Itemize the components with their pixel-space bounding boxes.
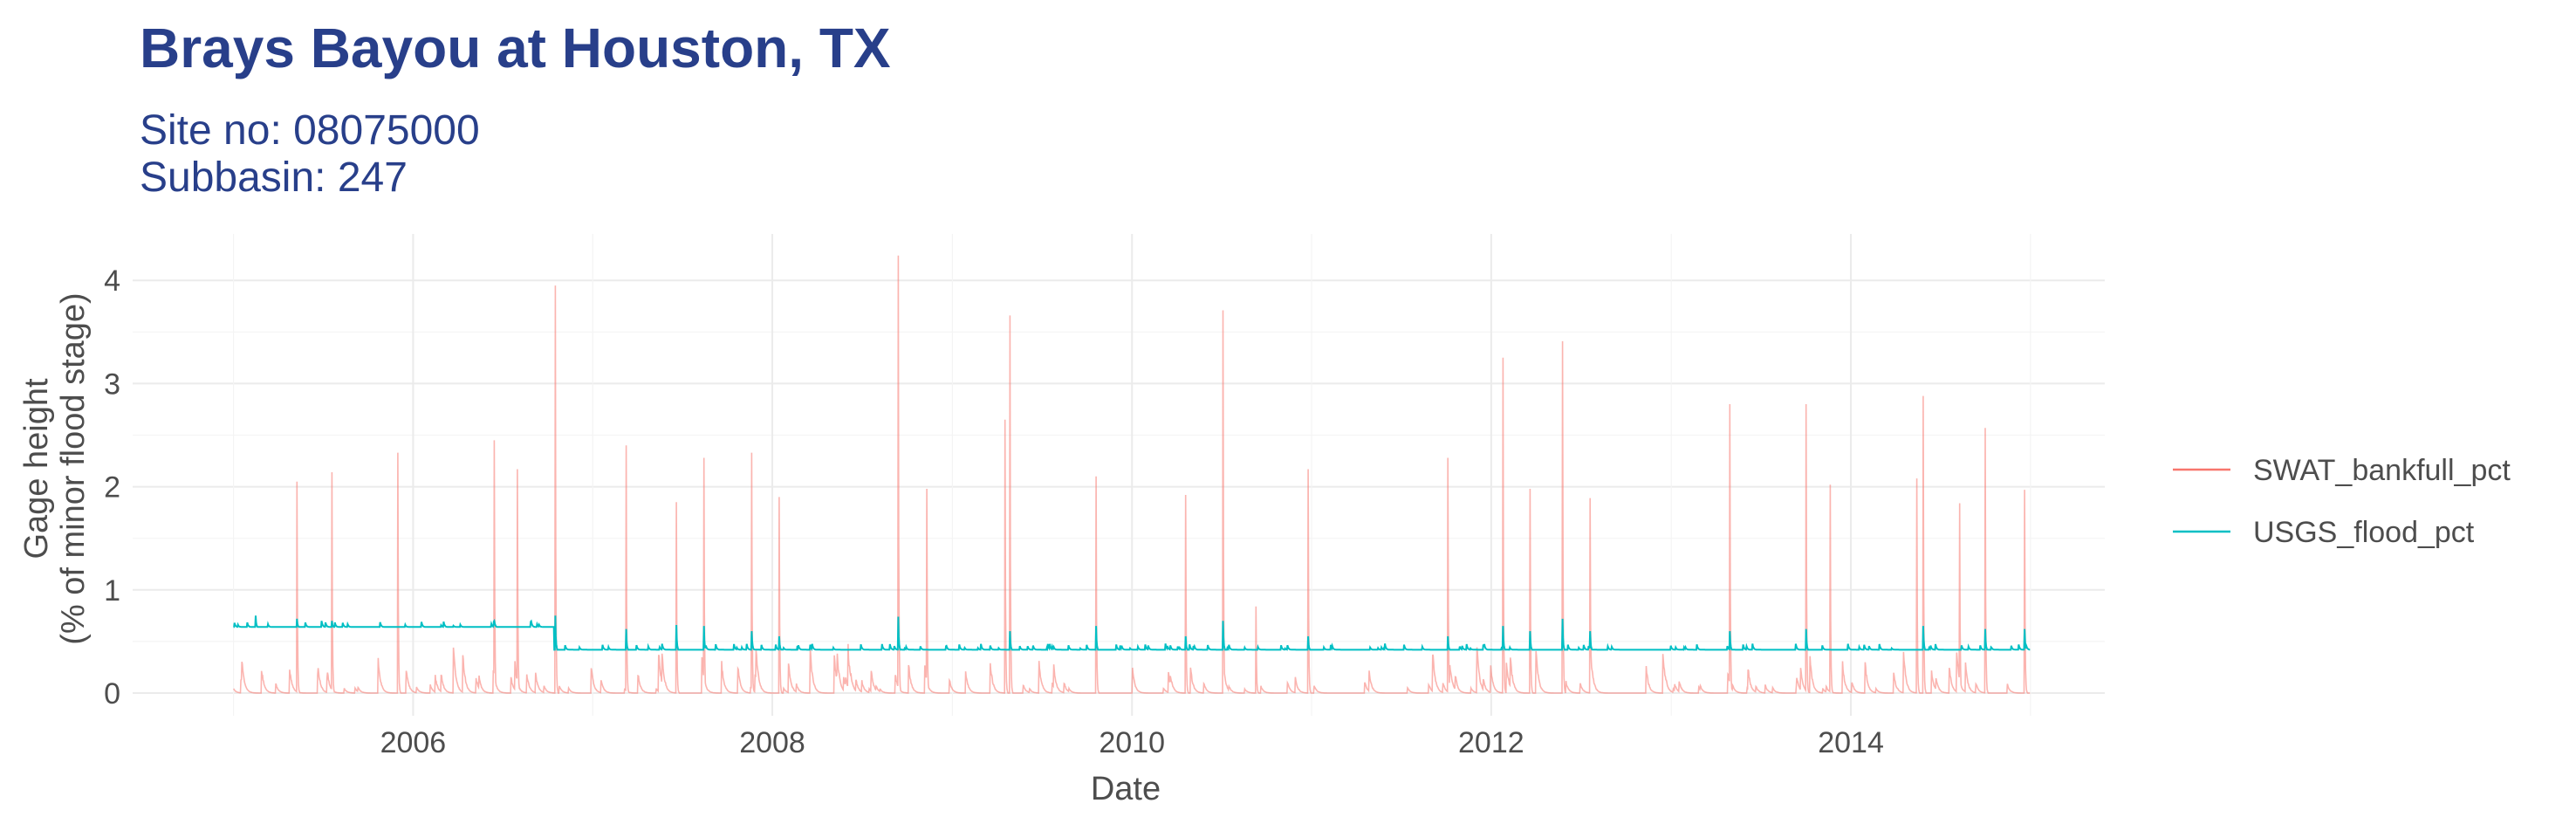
x-tick-label: 2012 [1458, 726, 1524, 759]
grid [133, 234, 2105, 716]
x-tick-label: 2014 [1818, 726, 1884, 759]
x-axis-title: Date [1091, 771, 1161, 807]
legend: SWAT_bankfull_pct USGS_flood_pct [2173, 454, 2511, 549]
y-tick-label: 4 [104, 264, 120, 298]
x-axis-ticks: 2006 2008 2010 2012 2014 [380, 726, 1884, 759]
y-tick-label: 0 [104, 677, 120, 711]
series-line-swat-bankfull-pct [233, 255, 2031, 694]
y-axis-title-line1: Gage height [18, 378, 55, 559]
series-line-usgs-flood-pct [233, 615, 2031, 652]
y-axis-title-line2: (% of minor flood stage) [55, 292, 92, 644]
chart-subtitle-site-no: Site no: 08075000 [140, 107, 480, 154]
x-tick-label: 2008 [739, 726, 805, 759]
x-tick-label: 2010 [1099, 726, 1165, 759]
y-tick-label: 1 [104, 574, 120, 608]
legend-label-usgs: USGS_flood_pct [2253, 516, 2475, 549]
y-tick-label: 2 [104, 471, 120, 505]
x-tick-label: 2006 [380, 726, 447, 759]
legend-label-swat: SWAT_bankfull_pct [2253, 454, 2511, 487]
series-layer [233, 255, 2031, 694]
chart-subtitle-subbasin: Subbasin: 247 [140, 154, 408, 201]
chart-title: Brays Bayou at Houston, TX [140, 17, 891, 79]
y-axis-ticks: 0 1 2 3 4 [104, 264, 120, 711]
y-tick-label: 3 [104, 367, 120, 401]
